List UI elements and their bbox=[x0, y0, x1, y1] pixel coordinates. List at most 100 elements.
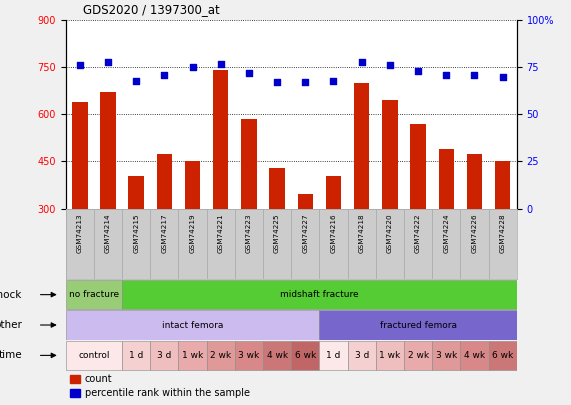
Bar bbox=[70, 389, 80, 397]
Text: GSM74218: GSM74218 bbox=[359, 213, 365, 253]
Bar bbox=[122, 341, 150, 370]
Text: 6 wk: 6 wk bbox=[295, 351, 316, 360]
Text: percentile rank within the sample: percentile rank within the sample bbox=[85, 388, 250, 398]
Bar bbox=[72, 102, 87, 209]
Bar bbox=[467, 153, 482, 209]
Point bbox=[216, 60, 226, 67]
Point bbox=[131, 77, 140, 84]
Point bbox=[357, 58, 366, 65]
Bar bbox=[291, 209, 319, 279]
Text: 2 wk: 2 wk bbox=[210, 351, 231, 360]
Bar bbox=[495, 162, 510, 209]
Text: 4 wk: 4 wk bbox=[267, 351, 288, 360]
Text: 3 wk: 3 wk bbox=[238, 351, 260, 360]
Text: GSM74223: GSM74223 bbox=[246, 213, 252, 253]
Bar bbox=[241, 119, 257, 209]
Text: GSM74224: GSM74224 bbox=[443, 213, 449, 253]
Bar bbox=[66, 209, 94, 279]
Bar bbox=[354, 83, 369, 209]
Bar bbox=[319, 341, 348, 370]
Text: GSM74227: GSM74227 bbox=[302, 213, 308, 253]
Bar bbox=[439, 149, 454, 209]
Bar bbox=[150, 209, 178, 279]
Text: midshaft fracture: midshaft fracture bbox=[280, 290, 359, 299]
Bar bbox=[94, 209, 122, 279]
Point bbox=[498, 74, 507, 80]
Point bbox=[442, 72, 451, 78]
Text: GDS2020 / 1397300_at: GDS2020 / 1397300_at bbox=[83, 3, 219, 16]
Bar bbox=[70, 375, 80, 383]
Bar bbox=[150, 341, 178, 370]
Text: 2 wk: 2 wk bbox=[408, 351, 429, 360]
Text: no fracture: no fracture bbox=[69, 290, 119, 299]
Text: GSM74228: GSM74228 bbox=[500, 213, 506, 253]
Text: GSM74225: GSM74225 bbox=[274, 213, 280, 253]
Bar bbox=[235, 209, 263, 279]
Bar bbox=[325, 176, 341, 209]
Text: other: other bbox=[0, 320, 22, 330]
Bar bbox=[489, 341, 517, 370]
Bar bbox=[66, 280, 122, 309]
Bar bbox=[263, 341, 291, 370]
Bar bbox=[460, 209, 489, 279]
Point bbox=[413, 68, 423, 75]
Text: GSM74215: GSM74215 bbox=[133, 213, 139, 253]
Bar bbox=[122, 209, 150, 279]
Text: control: control bbox=[78, 351, 110, 360]
Point bbox=[329, 77, 338, 84]
Bar bbox=[185, 162, 200, 209]
Text: GSM74226: GSM74226 bbox=[472, 213, 477, 253]
Bar bbox=[432, 341, 460, 370]
Bar bbox=[235, 341, 263, 370]
Bar bbox=[297, 194, 313, 209]
Text: 4 wk: 4 wk bbox=[464, 351, 485, 360]
Text: count: count bbox=[85, 374, 112, 384]
Point bbox=[103, 58, 112, 65]
Bar bbox=[207, 341, 235, 370]
Bar bbox=[270, 168, 285, 209]
Bar bbox=[122, 280, 517, 309]
Bar bbox=[404, 341, 432, 370]
Bar bbox=[348, 209, 376, 279]
Text: intact femora: intact femora bbox=[162, 320, 223, 330]
Bar bbox=[432, 209, 460, 279]
Bar bbox=[319, 310, 517, 339]
Bar bbox=[66, 341, 122, 370]
Bar bbox=[66, 310, 319, 339]
Text: 3 d: 3 d bbox=[157, 351, 171, 360]
Text: GSM74221: GSM74221 bbox=[218, 213, 224, 253]
Point bbox=[188, 64, 197, 70]
Point bbox=[244, 70, 254, 76]
Bar bbox=[100, 92, 116, 209]
Bar bbox=[382, 100, 397, 209]
Bar bbox=[348, 341, 376, 370]
Text: GSM74216: GSM74216 bbox=[331, 213, 336, 253]
Bar bbox=[156, 153, 172, 209]
Bar bbox=[263, 209, 291, 279]
Text: shock: shock bbox=[0, 290, 22, 300]
Point bbox=[301, 79, 310, 85]
Text: 1 wk: 1 wk bbox=[379, 351, 400, 360]
Bar bbox=[291, 341, 319, 370]
Bar bbox=[376, 209, 404, 279]
Bar bbox=[319, 209, 348, 279]
Point bbox=[75, 62, 85, 69]
Text: GSM74219: GSM74219 bbox=[190, 213, 195, 253]
Point bbox=[272, 79, 282, 85]
Bar bbox=[178, 341, 207, 370]
Bar bbox=[213, 70, 228, 209]
Text: GSM74220: GSM74220 bbox=[387, 213, 393, 253]
Bar bbox=[404, 209, 432, 279]
Bar bbox=[128, 176, 144, 209]
Bar bbox=[460, 341, 489, 370]
Text: 1 d: 1 d bbox=[326, 351, 341, 360]
Point bbox=[470, 72, 479, 78]
Bar bbox=[489, 209, 517, 279]
Text: 1 wk: 1 wk bbox=[182, 351, 203, 360]
Text: 3 wk: 3 wk bbox=[436, 351, 457, 360]
Text: GSM74222: GSM74222 bbox=[415, 213, 421, 253]
Text: 3 d: 3 d bbox=[355, 351, 369, 360]
Text: time: time bbox=[0, 350, 22, 360]
Text: fractured femora: fractured femora bbox=[380, 320, 457, 330]
Bar bbox=[207, 209, 235, 279]
